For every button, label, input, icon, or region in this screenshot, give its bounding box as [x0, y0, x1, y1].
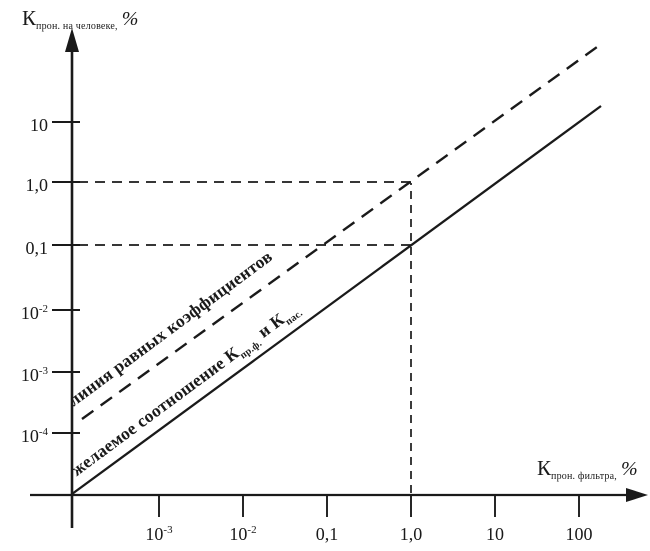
desired-ratio-line [71, 105, 602, 495]
y-tick-label-10: 10 [30, 115, 48, 135]
y-axis-arrow-icon [65, 28, 79, 52]
x-tick-label-0.1: 0,1 [315, 524, 339, 544]
y-tick-label-1.0: 1,0 [25, 175, 49, 195]
y-axis-symbol: К [22, 6, 37, 30]
x-axis-unit: % [620, 458, 638, 480]
y-tick-label-1e-4: 10-4 [20, 426, 48, 446]
y-tick-marks [52, 121, 80, 434]
x-tick-label-100: 100 [565, 524, 593, 544]
y-tick-label-1e-2: 10-2 [20, 303, 48, 323]
x-axis-arrow-icon [626, 488, 648, 502]
x-tick-label-1.0: 1,0 [399, 524, 423, 544]
x-tick-label-10: 10 [486, 524, 504, 544]
y-axis-title: Кпрон. на человеке,% [22, 6, 138, 32]
x-axis-subscript: прон. фильтра, [551, 471, 617, 483]
x-tick-label-1e-3: 10-3 [145, 524, 173, 544]
x-tick-label-1e-2: 10-2 [229, 524, 257, 544]
x-axis-symbol: К [537, 456, 552, 480]
y-tick-label-1e-3: 10-3 [20, 365, 48, 385]
x-tick-marks [158, 495, 580, 517]
y-axis-subscript: прон. на человеке, [36, 21, 118, 33]
y-tick-label-0.1: 0,1 [25, 238, 49, 258]
y-axis-unit: % [121, 8, 139, 30]
x-axis-title: Кпрон. фильтра,% [537, 456, 638, 482]
equal-coefficients-line [81, 46, 598, 420]
